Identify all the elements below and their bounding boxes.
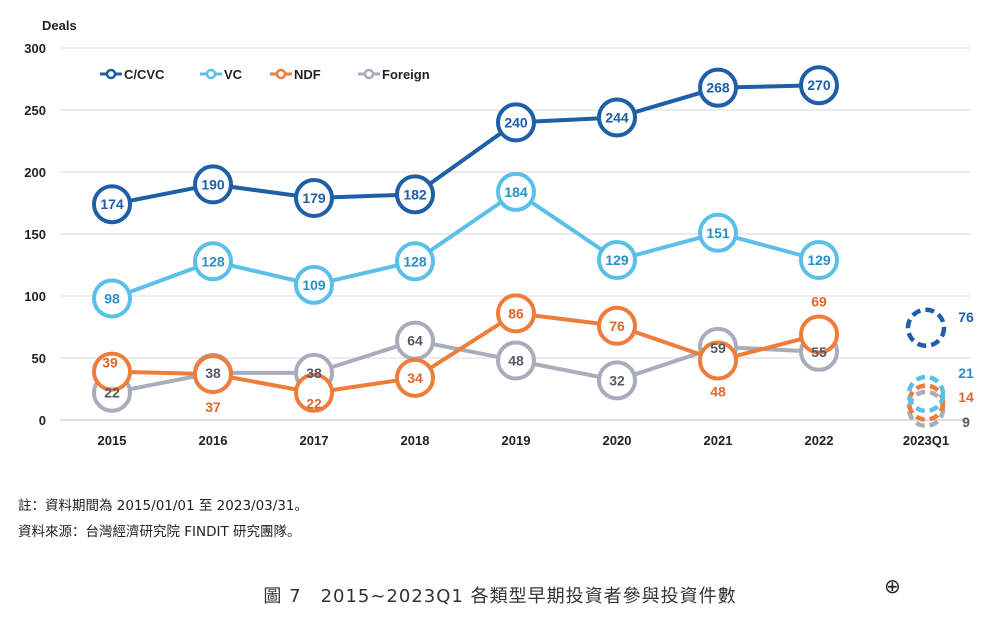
legend-entry: VC — [224, 67, 243, 82]
data-point — [294, 372, 334, 413]
data-label: 86 — [508, 305, 524, 321]
data-label: 109 — [302, 277, 326, 293]
data-label: 32 — [609, 372, 625, 388]
data-point — [799, 314, 839, 355]
y-tick-label: 150 — [24, 227, 46, 242]
data-point — [294, 178, 334, 219]
data-point — [496, 102, 536, 143]
data-point — [698, 67, 738, 108]
y-tick-label: 300 — [24, 41, 46, 56]
data-label: 182 — [403, 186, 427, 202]
data-point — [395, 174, 435, 215]
note-source: 資料來源：台灣經濟研究院 FINDIT 研究團隊。 — [18, 524, 301, 540]
data-point — [193, 164, 233, 205]
data-point — [294, 264, 334, 305]
x-tick-label: 2018 — [401, 433, 430, 448]
data-label: 129 — [807, 252, 831, 268]
legend-marker — [363, 68, 375, 80]
data-label: 22 — [306, 396, 322, 412]
legend-entry: Foreign — [382, 67, 430, 82]
data-point — [799, 240, 839, 281]
x-tick-label: 2016 — [199, 433, 228, 448]
legend-marker — [205, 68, 217, 80]
y-tick-label: 200 — [24, 165, 46, 180]
data-label: 55 — [811, 344, 827, 360]
data-point — [597, 360, 637, 401]
data-label: 128 — [201, 253, 225, 269]
data-point — [698, 340, 738, 381]
data-point — [193, 354, 233, 395]
data-point — [395, 241, 435, 282]
data-point — [193, 241, 233, 282]
q1-data-label: 9 — [962, 414, 970, 430]
data-label: 174 — [100, 196, 124, 212]
x-axis: 2015 2016 2017 2018 2019 2020 2021 2022 2023Q1 — [98, 433, 950, 448]
legend: C/CVC VC NDF Foreign — [100, 67, 430, 82]
chart-notes: 註：資料期間為 2015/01/01 至 2023/03/31。 資料來源：台灣… — [18, 493, 308, 545]
data-label: 38 — [306, 365, 322, 381]
data-point — [496, 171, 536, 212]
data-label: 128 — [403, 253, 427, 269]
data-label: 270 — [807, 77, 831, 93]
data-label: 48 — [710, 383, 726, 399]
note-period: 註：資料期間為 2015/01/01 至 2023/03/31。 — [18, 498, 308, 514]
data-label: 190 — [201, 176, 225, 192]
data-label: 76 — [609, 318, 625, 334]
data-label: 179 — [302, 190, 326, 206]
data-label: 268 — [706, 80, 730, 96]
data-label: 34 — [407, 370, 423, 386]
data-label: 240 — [504, 114, 528, 130]
legend-marker — [275, 68, 287, 80]
data-point — [698, 212, 738, 253]
x-tick-label: 2023Q1 — [903, 433, 949, 448]
q1-dashed-marker — [906, 374, 946, 414]
data-point — [496, 293, 536, 334]
data-label: 64 — [407, 333, 423, 349]
data-label: 37 — [205, 399, 221, 415]
q1-data-label: 14 — [958, 389, 974, 405]
figure-caption: 圖 7 2015~2023Q1 各類型早期投資者參與投資件數 — [263, 586, 737, 607]
legend-marker — [105, 68, 117, 80]
y-axis-label: Deals — [42, 18, 77, 33]
data-label: 244 — [605, 109, 629, 125]
y-tick-label: 0 — [39, 413, 46, 428]
q1-data-label: 21 — [958, 365, 974, 381]
data-point — [799, 65, 839, 106]
q1-dashed-marker — [906, 383, 946, 422]
data-label: 184 — [504, 184, 528, 200]
data-point — [92, 184, 132, 225]
y-tick-label: 250 — [24, 103, 46, 118]
data-label: 38 — [205, 365, 221, 381]
data-point — [92, 351, 132, 392]
x-tick-label: 2022 — [805, 433, 834, 448]
data-label: 69 — [811, 293, 827, 309]
legend-entry: C/CVC — [124, 67, 165, 82]
data-point — [597, 97, 637, 138]
data-label: 129 — [605, 252, 629, 268]
x-tick-label: 2020 — [603, 433, 632, 448]
data-point — [395, 357, 435, 398]
data-label: 59 — [710, 340, 726, 356]
x-tick-label: 2021 — [704, 433, 733, 448]
x-tick-label: 2015 — [98, 433, 127, 448]
y-tick-label: 50 — [32, 351, 46, 366]
y-tick-label: 100 — [24, 289, 46, 304]
x-tick-label: 2019 — [502, 433, 531, 448]
crosshair-icon: ⊕ — [884, 574, 901, 598]
data-label: 151 — [706, 225, 730, 241]
x-tick-label: 2017 — [300, 433, 329, 448]
data-label: 39 — [102, 355, 118, 371]
data-label: 48 — [508, 352, 524, 368]
data-point — [597, 305, 637, 346]
data-label: 22 — [104, 385, 120, 401]
data-point — [496, 340, 536, 381]
data-point — [92, 278, 132, 319]
q1-data-label: 76 — [958, 309, 974, 325]
legend-entry: NDF — [294, 67, 321, 82]
data-point — [597, 240, 637, 281]
q1-dashed-marker — [905, 307, 947, 349]
data-label: 98 — [104, 290, 120, 306]
